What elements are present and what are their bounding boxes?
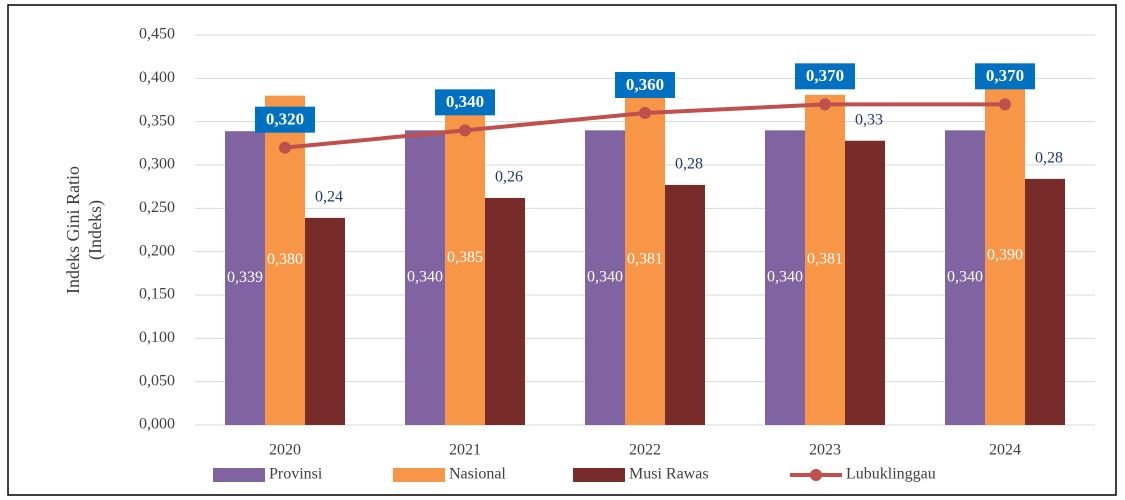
legend-label: Lubuklinggau <box>846 466 936 483</box>
bar <box>845 140 885 425</box>
bar <box>485 197 525 425</box>
legend-swatch <box>573 468 625 482</box>
y-axis-title: Indeks Gini Ratio <box>63 166 83 294</box>
legend-swatch <box>213 468 265 482</box>
line-marker <box>999 98 1011 111</box>
y-tick-label: 0,200 <box>139 242 175 259</box>
data-label: 0,28 <box>1035 150 1063 167</box>
data-label: 0,381 <box>627 251 663 268</box>
data-label: 0,381 <box>807 251 843 268</box>
y-tick-label: 0,150 <box>139 286 175 303</box>
bar <box>625 94 665 426</box>
x-tick-label: 2020 <box>269 442 301 459</box>
data-label-box <box>435 89 495 116</box>
y-tick-label: 0,050 <box>139 372 175 389</box>
bar <box>1025 178 1065 425</box>
bar <box>405 130 445 426</box>
legend-label: Nasional <box>449 466 506 483</box>
x-tick-label: 2023 <box>809 442 841 459</box>
legend-label: Musi Rawas <box>629 466 709 483</box>
x-tick-label: 2022 <box>629 442 661 459</box>
data-label: 0,340 <box>947 268 983 285</box>
y-tick-label: 0,000 <box>139 416 175 433</box>
data-label: 0,320 <box>266 110 304 129</box>
y-tick-label: 0,250 <box>139 199 175 216</box>
chart-border <box>7 4 1117 496</box>
data-label: 0,28 <box>675 156 703 173</box>
data-label: 0,24 <box>315 189 343 206</box>
y-tick-label: 0,450 <box>139 26 175 43</box>
x-tick-label: 2021 <box>449 442 481 459</box>
legend-swatch <box>393 468 445 482</box>
data-label: 0,340 <box>446 92 484 111</box>
legend-swatch <box>810 469 822 481</box>
bar <box>445 91 485 425</box>
data-label: 0,26 <box>495 169 523 186</box>
data-label: 0,370 <box>806 66 844 85</box>
y-axis-title: (Indeks) <box>85 200 106 260</box>
line-marker <box>279 141 291 154</box>
line-marker <box>639 107 651 119</box>
bar <box>945 130 985 426</box>
data-label: 0,370 <box>986 66 1024 85</box>
x-tick-label: 2024 <box>989 442 1021 459</box>
data-label-box <box>795 63 855 90</box>
y-tick-label: 0,100 <box>139 329 175 346</box>
bar <box>985 87 1025 425</box>
bar <box>305 217 345 425</box>
bar <box>765 130 805 426</box>
y-tick-label: 0,400 <box>139 69 175 86</box>
bar <box>225 131 265 425</box>
data-label: 0,340 <box>407 268 443 285</box>
bar <box>805 94 845 426</box>
data-label: 0,339 <box>227 269 263 286</box>
line-marker <box>459 124 471 137</box>
line-marker <box>819 98 831 111</box>
data-label-box <box>255 106 315 133</box>
data-label: 0,385 <box>447 249 483 266</box>
data-label: 0,33 <box>855 111 883 128</box>
data-label: 0,390 <box>987 247 1023 264</box>
data-label: 0,340 <box>587 268 623 285</box>
y-tick-label: 0,350 <box>139 112 175 129</box>
y-tick-label: 0,300 <box>139 156 175 173</box>
data-label: 0,360 <box>626 75 664 94</box>
bar <box>585 130 625 426</box>
legend-label: Provinsi <box>269 466 323 483</box>
data-label: 0,380 <box>267 251 303 268</box>
data-label-box <box>615 72 675 98</box>
data-label: 0,340 <box>767 268 803 285</box>
data-label-box <box>975 63 1035 90</box>
bar <box>665 184 705 425</box>
